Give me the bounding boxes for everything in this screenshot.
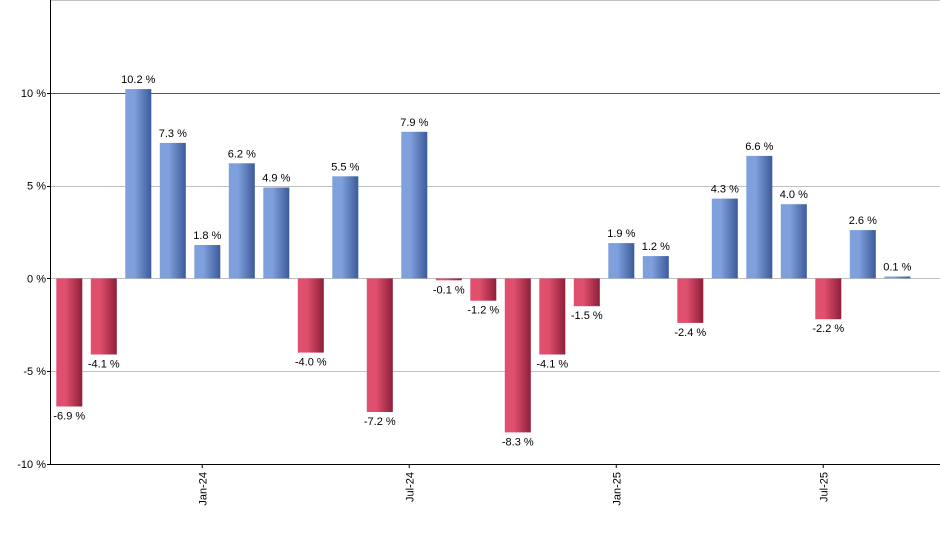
bar xyxy=(711,198,738,279)
data-label: 1.8 % xyxy=(193,230,221,242)
data-label: 1.2 % xyxy=(642,241,670,253)
bar xyxy=(470,278,497,301)
data-label: -2.2 % xyxy=(812,323,844,335)
data-label: -2.4 % xyxy=(674,327,706,339)
x-tick-label: Jan-25 xyxy=(611,472,623,506)
y-tick-label: -5 % xyxy=(23,366,46,378)
data-label: -1.5 % xyxy=(571,310,603,322)
data-labels: -6.9 % -4.1 % 10.2 % 7.3 % 1.8 % 6.2 % 4.9 % -4… xyxy=(53,74,911,448)
data-label: -8.3 % xyxy=(502,436,534,448)
bar xyxy=(401,131,428,279)
bar xyxy=(677,278,704,323)
x-tick-label: Jul-24 xyxy=(404,472,416,502)
bar xyxy=(849,230,876,279)
bar xyxy=(815,278,842,320)
data-label: 6.2 % xyxy=(228,148,256,160)
data-label: 7.3 % xyxy=(159,128,187,140)
data-label: -4.0 % xyxy=(295,357,327,369)
axes: -10 % -5 % 0 % 5 % 10 % Jan-24 Jul-24 Jan-25 Jul… xyxy=(17,0,940,506)
bar xyxy=(332,176,359,279)
data-label: -4.1 % xyxy=(88,359,120,371)
data-label: 5.5 % xyxy=(331,161,359,173)
bar xyxy=(297,278,324,353)
data-label: -4.1 % xyxy=(536,359,568,371)
y-tick-label: 5 % xyxy=(27,181,46,193)
bar xyxy=(504,278,531,433)
data-label: 2.6 % xyxy=(849,215,877,227)
bar xyxy=(539,278,566,355)
data-label: 1.9 % xyxy=(607,228,635,240)
y-tick-label: 10 % xyxy=(21,88,46,100)
bar xyxy=(884,276,911,279)
x-tick-label: Jan-24 xyxy=(197,472,209,506)
bar xyxy=(263,187,290,279)
data-label: 7.9 % xyxy=(400,117,428,129)
data-label: 10.2 % xyxy=(121,74,155,86)
y-tick-label: 0 % xyxy=(27,273,46,285)
data-label: 4.9 % xyxy=(262,173,290,185)
data-label: 4.0 % xyxy=(780,189,808,201)
data-label: -6.9 % xyxy=(53,411,85,423)
bars xyxy=(56,89,911,433)
bar xyxy=(366,278,393,412)
x-tick-label: Jul-25 xyxy=(818,472,830,502)
gridlines xyxy=(50,0,940,372)
data-label: -7.2 % xyxy=(364,416,396,428)
bar xyxy=(125,89,152,279)
bar xyxy=(780,204,807,279)
data-label: 0.1 % xyxy=(883,262,911,274)
data-label: -0.1 % xyxy=(433,284,465,296)
bar xyxy=(642,256,669,279)
data-label: 4.3 % xyxy=(711,184,739,196)
bar xyxy=(56,278,83,407)
bar xyxy=(194,245,221,279)
bar xyxy=(159,142,186,279)
bar xyxy=(435,278,462,281)
bar xyxy=(608,243,635,279)
bar xyxy=(228,163,255,279)
bar xyxy=(90,278,117,355)
data-label: 6.6 % xyxy=(745,141,773,153)
bar xyxy=(746,155,773,279)
y-tick-label: -10 % xyxy=(17,459,46,471)
bar xyxy=(573,278,600,307)
data-label: -1.2 % xyxy=(467,305,499,317)
